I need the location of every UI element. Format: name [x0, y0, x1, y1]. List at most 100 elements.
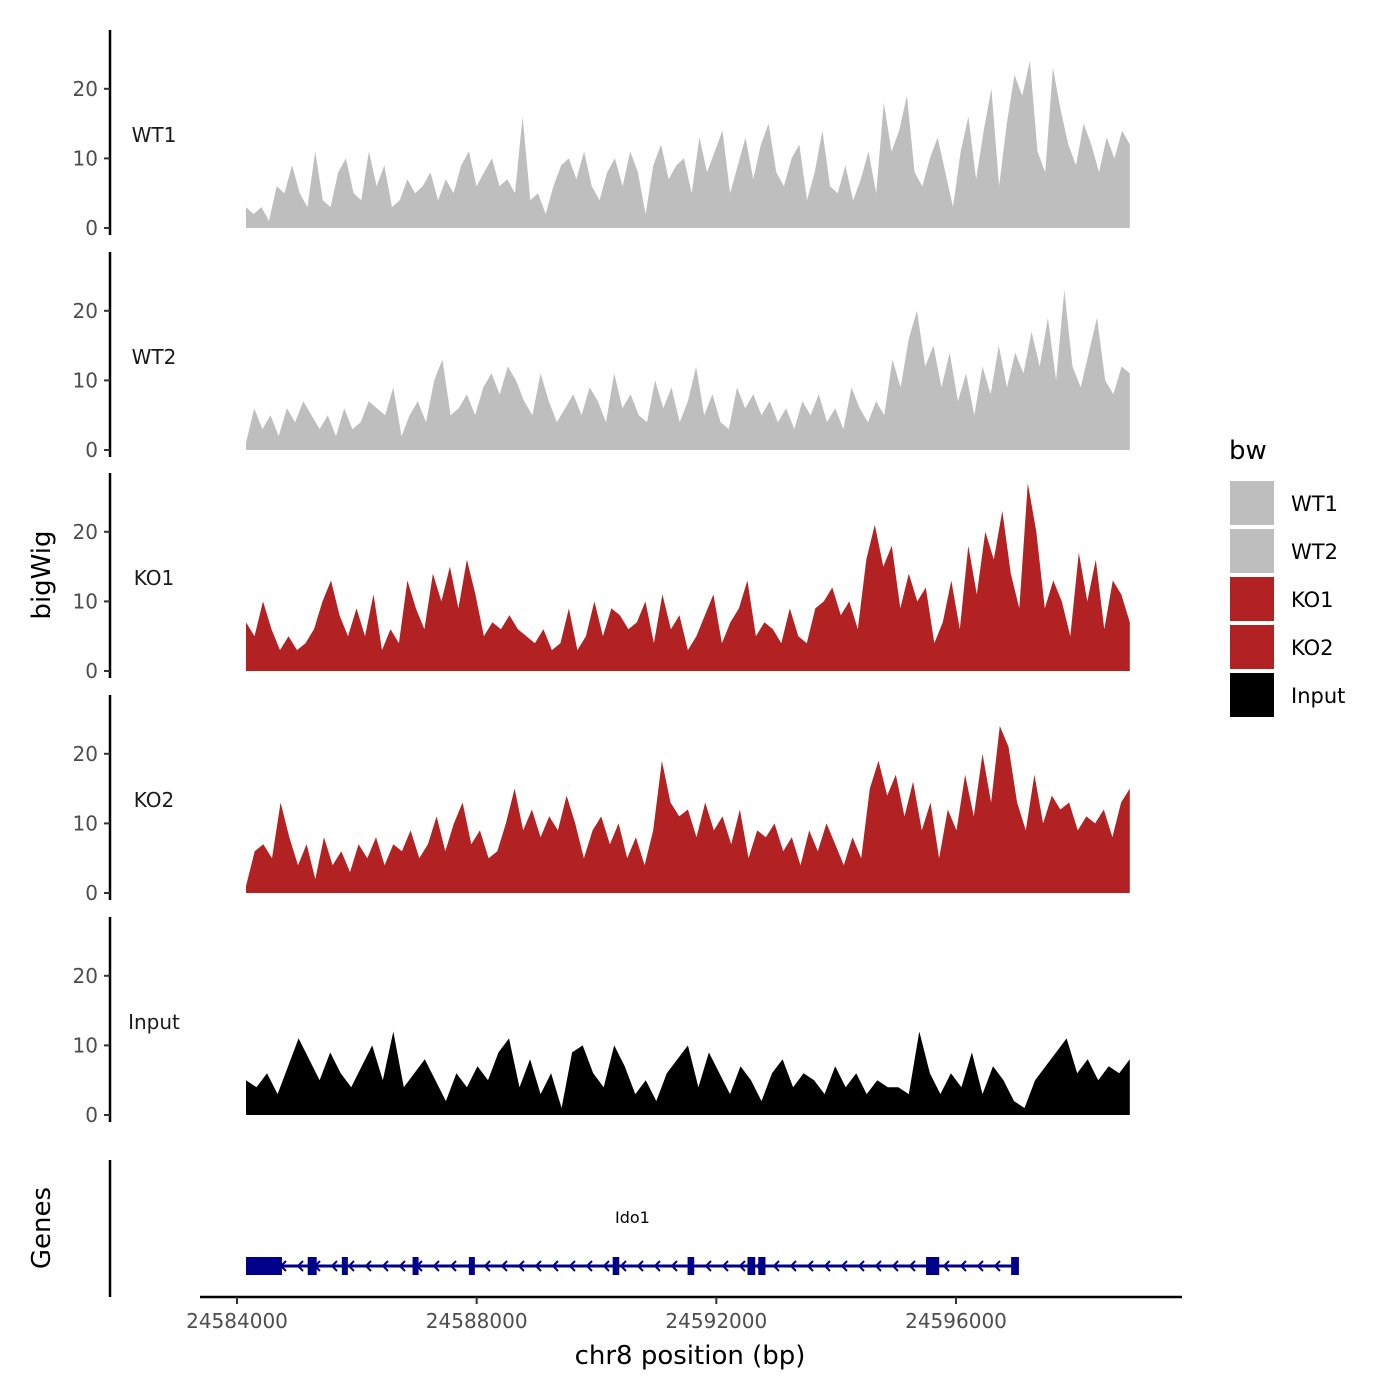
strand-arrow	[398, 1260, 406, 1272]
strand-arrow	[551, 1260, 559, 1272]
legend-swatch-wt2	[1230, 529, 1274, 573]
signal-tracks: 0 10 20 WT1 0 10 20 WT2 0 10 20 KO1 0 10 20 KO2 0 10 20 Inp…	[73, 30, 1130, 1127]
gene-exon	[341, 1257, 348, 1275]
y-tick-label: 10	[73, 1033, 98, 1057]
x-tick-label: 24596000	[905, 1309, 1007, 1333]
track-ko2: 0 10 20 KO2	[73, 695, 1130, 905]
x-tick-label: 24584000	[186, 1309, 288, 1333]
strand-arrow	[959, 1260, 967, 1272]
strand-arrow	[381, 1260, 389, 1272]
gene-exon	[468, 1257, 475, 1275]
track-ko1: 0 10 20 KO1	[73, 473, 1130, 683]
legend-swatch-ko1	[1230, 577, 1274, 621]
strand-arrow	[891, 1260, 899, 1272]
strand-arrow	[738, 1260, 746, 1272]
strand-arrow	[789, 1260, 797, 1272]
strand-arrow	[942, 1260, 950, 1272]
strand-arrow	[976, 1260, 984, 1272]
strand-arrow	[636, 1260, 644, 1272]
x-axis-title: chr8 position (bp)	[575, 1341, 806, 1371]
track-input: 0 10 20 Input	[73, 917, 1130, 1127]
y-tick-label: 20	[73, 964, 98, 988]
gene-exon	[758, 1257, 766, 1275]
y-tick-label: 10	[73, 146, 98, 170]
y-tick-label: 10	[73, 368, 98, 392]
strand-arrow	[602, 1260, 610, 1272]
y-tick-label: 0	[85, 438, 98, 462]
gene-exon	[612, 1257, 620, 1275]
x-tick-label: 24592000	[665, 1309, 767, 1333]
gene-track: Ido1	[108, 1160, 1019, 1297]
track-label: WT2	[132, 345, 177, 369]
legend-label-ko1: KO1	[1291, 588, 1334, 612]
legend-title: bw	[1229, 436, 1267, 466]
strand-arrow	[585, 1260, 593, 1272]
strand-arrow	[619, 1260, 627, 1272]
strand-arrow	[500, 1260, 508, 1272]
track-label: Input	[128, 1010, 180, 1034]
legend-label-input: Input	[1291, 684, 1345, 708]
signal-area-wt2	[246, 289, 1130, 450]
strand-arrow	[364, 1260, 372, 1272]
strand-arrow	[857, 1260, 865, 1272]
strand-arrow	[993, 1260, 1001, 1272]
strand-arrow	[347, 1260, 355, 1272]
y-tick-label: 10	[73, 811, 98, 835]
y-tick-label: 0	[85, 659, 98, 683]
signal-area-ko2	[246, 726, 1130, 893]
strand-arrow	[670, 1260, 678, 1272]
strand-arrow	[483, 1260, 491, 1272]
track-label: KO2	[134, 788, 175, 812]
genes-axis-title: Genes	[27, 1187, 57, 1269]
gene-exon	[1011, 1257, 1019, 1275]
y-tick-label: 10	[73, 589, 98, 613]
gene-exon	[245, 1257, 282, 1275]
strand-arrow	[534, 1260, 542, 1272]
legend-label-wt1: WT1	[1291, 492, 1338, 516]
gene-exon	[926, 1257, 940, 1275]
strand-arrow	[772, 1260, 780, 1272]
y-tick-label: 0	[85, 881, 98, 905]
y-tick-label: 0	[85, 216, 98, 240]
strand-arrow	[908, 1260, 916, 1272]
track-label: WT1	[132, 123, 177, 147]
strand-arrow	[653, 1260, 661, 1272]
y-tick-label: 20	[73, 520, 98, 544]
y-tick-label: 20	[73, 299, 98, 323]
gene-exon	[412, 1257, 419, 1275]
signal-area-ko1	[246, 483, 1130, 671]
strand-arrow	[330, 1260, 338, 1272]
gene-exon	[687, 1257, 695, 1275]
strand-arrow	[568, 1260, 576, 1272]
signal-area-input	[246, 1031, 1130, 1115]
x-tick-label: 24588000	[426, 1309, 528, 1333]
strand-arrow	[874, 1260, 882, 1272]
track-wt1: 0 10 20 WT1	[73, 30, 1130, 240]
legend-swatch-input	[1230, 673, 1274, 717]
strand-arrow	[840, 1260, 848, 1272]
strand-arrow	[432, 1260, 440, 1272]
y-tick-label: 20	[73, 77, 98, 101]
strand-arrow	[517, 1260, 525, 1272]
gene-exon	[747, 1257, 756, 1275]
y-tick-label: 20	[73, 742, 98, 766]
signal-area-wt1	[246, 61, 1130, 228]
strand-arrow	[449, 1260, 457, 1272]
strand-arrow	[806, 1260, 814, 1272]
strand-arrow	[823, 1260, 831, 1272]
legend-label-ko2: KO2	[1291, 636, 1334, 660]
legend-swatch-ko2	[1230, 625, 1274, 669]
gene-exon	[307, 1257, 317, 1275]
track-wt2: 0 10 20 WT2	[73, 252, 1130, 462]
y-axis-title: bigWig	[27, 530, 57, 619]
legend-swatch-wt1	[1230, 481, 1274, 525]
gene-name-label: Ido1	[615, 1208, 650, 1227]
strand-arrow	[296, 1260, 304, 1272]
legend-label-wt2: WT2	[1291, 540, 1338, 564]
track-label: KO1	[134, 566, 175, 590]
strand-arrow	[721, 1260, 729, 1272]
x-axis: 24584000 24588000 24592000 24596000	[186, 1295, 1182, 1333]
strand-arrow	[704, 1260, 712, 1272]
y-tick-label: 0	[85, 1103, 98, 1127]
